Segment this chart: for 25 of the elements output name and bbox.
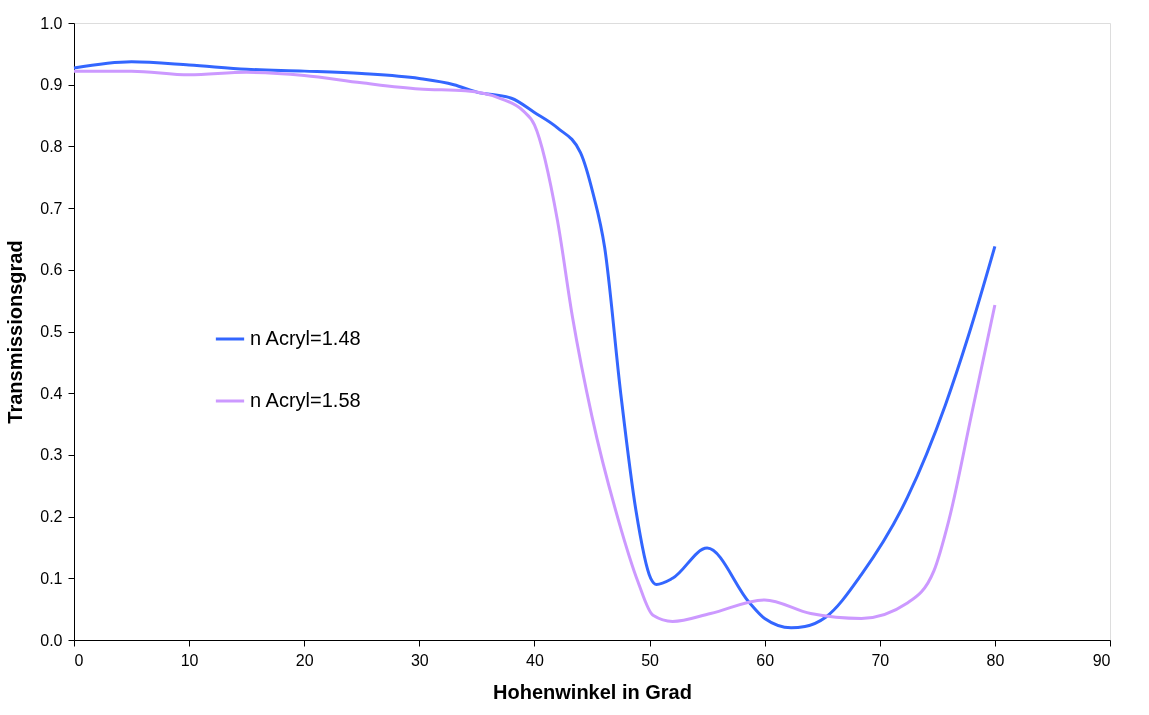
y-tick-label: 1.0 [40,14,63,32]
x-tick-label: 50 [641,651,660,669]
y-tick-label: 0.4 [40,384,63,402]
x-tick-label: 0 [74,651,84,669]
x-tick-label: 30 [410,651,429,669]
y-tick-label: 0.6 [40,261,63,279]
y-tick-label: 0.3 [40,446,63,464]
x-tick-label: 40 [526,651,544,669]
x-tick-label: 90 [1092,651,1111,669]
y-tick-label: 0.1 [40,569,63,587]
x-tick-label: 10 [180,651,199,669]
y-tick-label: 0.9 [40,76,63,94]
y-tick-label: 0.7 [40,199,63,217]
y-axis-title: Transmissionsgrad [4,240,27,424]
x-tick-label: 80 [986,651,1005,669]
y-tick-label: 0.2 [40,508,63,526]
y-tick-label: 0.0 [40,631,63,649]
legend-label: n Acryl=1.48 [250,327,361,349]
x-axis-title: Hohenwinkel in Grad [493,680,692,703]
legend-label: n Acryl=1.58 [250,389,361,411]
y-tick-label: 0.8 [40,137,63,155]
x-tick-label: 20 [295,651,314,669]
x-tick-label: 70 [871,651,890,669]
x-tick-label: 60 [756,651,775,669]
y-tick-label: 0.5 [40,323,63,340]
